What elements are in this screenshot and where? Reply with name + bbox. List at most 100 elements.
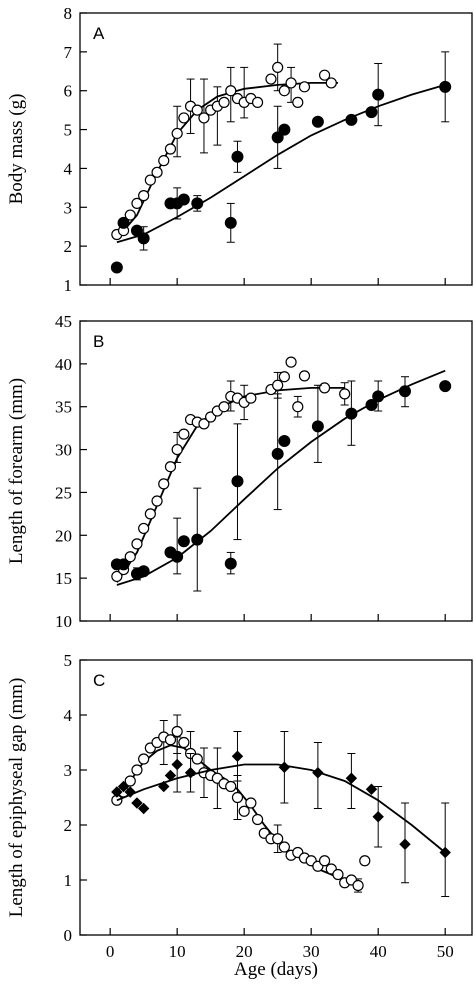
panel-label: A: [93, 24, 105, 43]
y-tick-label: 40: [55, 355, 72, 374]
data-point-open: [138, 753, 150, 765]
series-2: [111, 731, 451, 897]
y-tick-label: 4: [64, 706, 73, 725]
data-point-filled: [398, 385, 411, 398]
data-point-diamond: [399, 838, 411, 850]
data-point-filled: [117, 216, 130, 229]
data-point-open: [325, 77, 337, 89]
data-point-filled: [177, 193, 190, 206]
data-point-diamond: [312, 767, 324, 779]
data-point-open: [298, 370, 311, 382]
data-point-open: [225, 85, 237, 97]
series-2: [110, 51, 452, 274]
data-point-filled: [271, 131, 284, 144]
data-point-open: [138, 522, 150, 535]
data-point-open: [285, 356, 297, 368]
series-1: [111, 714, 371, 893]
data-point-filled: [191, 197, 204, 210]
data-point-open: [278, 841, 290, 853]
data-point-diamond: [439, 846, 451, 859]
y-tick-label: 45: [55, 312, 72, 331]
data-point-open: [272, 61, 284, 74]
y-axis-title: Length of forearm (mm): [6, 378, 27, 564]
data-point-open: [178, 736, 190, 749]
data-point-open: [218, 401, 230, 413]
data-point-open: [171, 127, 183, 140]
data-point-open: [298, 81, 311, 93]
y-tick-label: 10: [55, 612, 72, 631]
y-tick-label: 30: [55, 441, 72, 460]
data-point-filled: [365, 106, 378, 119]
data-point-filled: [365, 399, 378, 411]
data-point-open: [292, 96, 304, 108]
y-tick-label: 2: [64, 816, 73, 835]
data-point-filled: [278, 435, 291, 447]
y-tick-label: 3: [64, 761, 73, 780]
panel-frame: [79, 12, 473, 286]
panel-frame: [79, 320, 473, 622]
data-point-open: [318, 855, 331, 867]
data-point-open: [158, 478, 170, 490]
y-tick-label: 5: [64, 651, 73, 670]
data-point-open: [318, 382, 331, 394]
x-tick-label: 10: [169, 942, 186, 961]
data-point-diamond: [372, 811, 384, 823]
data-point-open: [245, 392, 257, 404]
data-point-open: [144, 174, 156, 186]
data-point-diamond: [184, 767, 197, 779]
data-point-open: [171, 443, 183, 456]
y-tick-label: 35: [55, 398, 72, 417]
data-point-open: [218, 96, 230, 108]
data-point-open: [151, 166, 163, 178]
panel-label: C: [93, 671, 105, 690]
data-point-open: [251, 96, 264, 108]
data-point-open: [245, 797, 257, 809]
data-point-open: [144, 508, 156, 520]
data-point-diamond: [124, 786, 136, 798]
data-point-open: [359, 855, 371, 867]
data-point-open: [111, 570, 123, 583]
data-point-open: [164, 734, 177, 746]
data-point-open: [138, 190, 150, 202]
data-point-open: [238, 805, 250, 817]
data-point-filled: [110, 261, 123, 274]
data-point-filled: [191, 533, 204, 546]
data-point-open: [272, 379, 284, 391]
y-tick-label: 0: [64, 926, 73, 945]
data-point-diamond: [171, 758, 183, 771]
data-point-open: [191, 104, 203, 116]
data-point-diamond: [131, 797, 143, 809]
y-tick-label: 3: [64, 198, 73, 217]
x-tick-label: 30: [303, 942, 320, 961]
data-point-filled: [372, 390, 385, 403]
data-point-filled: [345, 113, 358, 126]
data-point-filled: [271, 447, 284, 460]
data-point-open: [292, 401, 304, 413]
data-point-diamond: [117, 780, 130, 793]
data-point-filled: [117, 558, 130, 571]
data-point-diamond: [365, 783, 378, 795]
data-point-filled: [372, 88, 385, 101]
data-point-open: [124, 775, 136, 787]
data-point-diamond: [111, 786, 123, 798]
y-tick-label: 8: [64, 4, 73, 23]
data-point-open: [158, 155, 170, 167]
data-point-open: [332, 868, 344, 881]
y-tick-label: 1: [64, 276, 73, 295]
x-tick-label: 0: [106, 942, 115, 961]
data-point-filled: [311, 115, 324, 128]
data-point-filled: [171, 550, 184, 563]
data-point-open: [352, 879, 364, 892]
data-point-open: [251, 813, 264, 826]
data-point-open: [164, 461, 177, 473]
data-point-filled: [177, 535, 190, 548]
data-point-filled: [224, 557, 237, 570]
data-point-filled: [137, 232, 150, 245]
data-point-open: [231, 791, 244, 804]
data-point-filled: [439, 380, 452, 393]
data-point-filled: [278, 123, 291, 136]
data-point-open: [178, 428, 190, 440]
data-point-open: [198, 112, 210, 124]
